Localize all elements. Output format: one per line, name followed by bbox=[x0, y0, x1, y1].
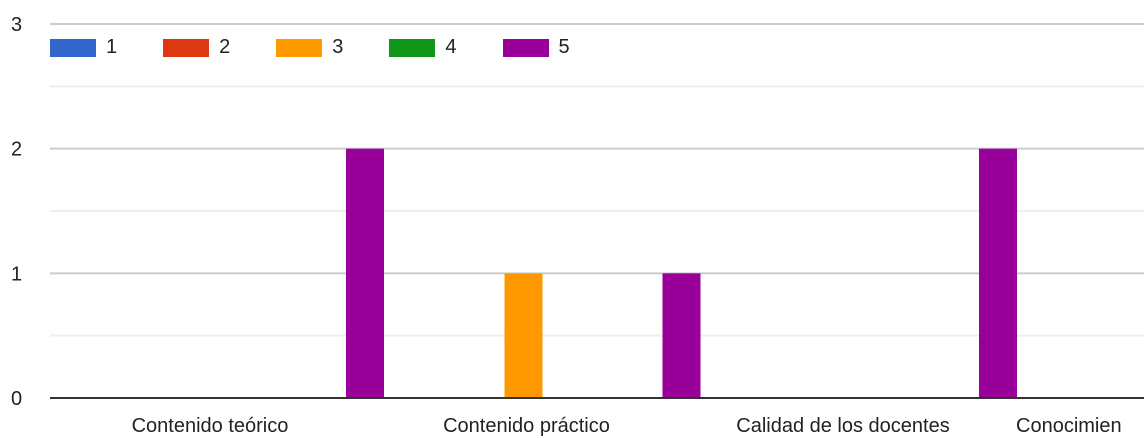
x-tick-label: Conocimien bbox=[1016, 415, 1122, 437]
legend-label: 3 bbox=[332, 36, 344, 58]
y-tick-label: 3 bbox=[11, 14, 22, 36]
y-tick-label: 2 bbox=[11, 139, 22, 161]
x-tick-label: Contenido teórico bbox=[132, 415, 289, 437]
bar-series-5[interactable] bbox=[979, 148, 1017, 398]
x-tick-label: Calidad de los docentes bbox=[736, 415, 949, 437]
legend-item-3[interactable]: 3 bbox=[276, 36, 343, 59]
y-axis-ticks: 0 1 2 3 bbox=[11, 14, 22, 410]
legend-swatch bbox=[502, 38, 549, 57]
legend-swatch bbox=[276, 38, 323, 57]
bars bbox=[346, 148, 1017, 398]
legend-item-2[interactable]: 2 bbox=[163, 36, 230, 59]
legend-label: 1 bbox=[106, 36, 118, 58]
legend-label: 4 bbox=[445, 36, 457, 58]
legend-swatch bbox=[389, 38, 436, 57]
legend-item-5[interactable]: 5 bbox=[502, 36, 570, 59]
x-tick-label: Contenido práctico bbox=[443, 415, 610, 437]
bar-series-5[interactable] bbox=[346, 148, 384, 398]
y-tick-label: 0 bbox=[11, 388, 22, 410]
legend-label: 5 bbox=[558, 36, 570, 58]
legend-swatch bbox=[163, 38, 210, 57]
bar-series-5[interactable] bbox=[662, 273, 701, 398]
x-axis-ticks: Contenido teórico Contenido práctico Calid… bbox=[132, 415, 1122, 437]
legend-item-4[interactable]: 4 bbox=[389, 36, 457, 59]
legend-swatch bbox=[50, 38, 96, 57]
legend: 1 2 3 4 5 bbox=[50, 36, 616, 59]
legend-label: 2 bbox=[219, 36, 231, 58]
gridlines bbox=[50, 23, 1144, 337]
legend-item-1[interactable]: 1 bbox=[50, 36, 117, 59]
bar-series-3[interactable] bbox=[504, 273, 543, 398]
y-tick-label: 1 bbox=[11, 263, 22, 285]
